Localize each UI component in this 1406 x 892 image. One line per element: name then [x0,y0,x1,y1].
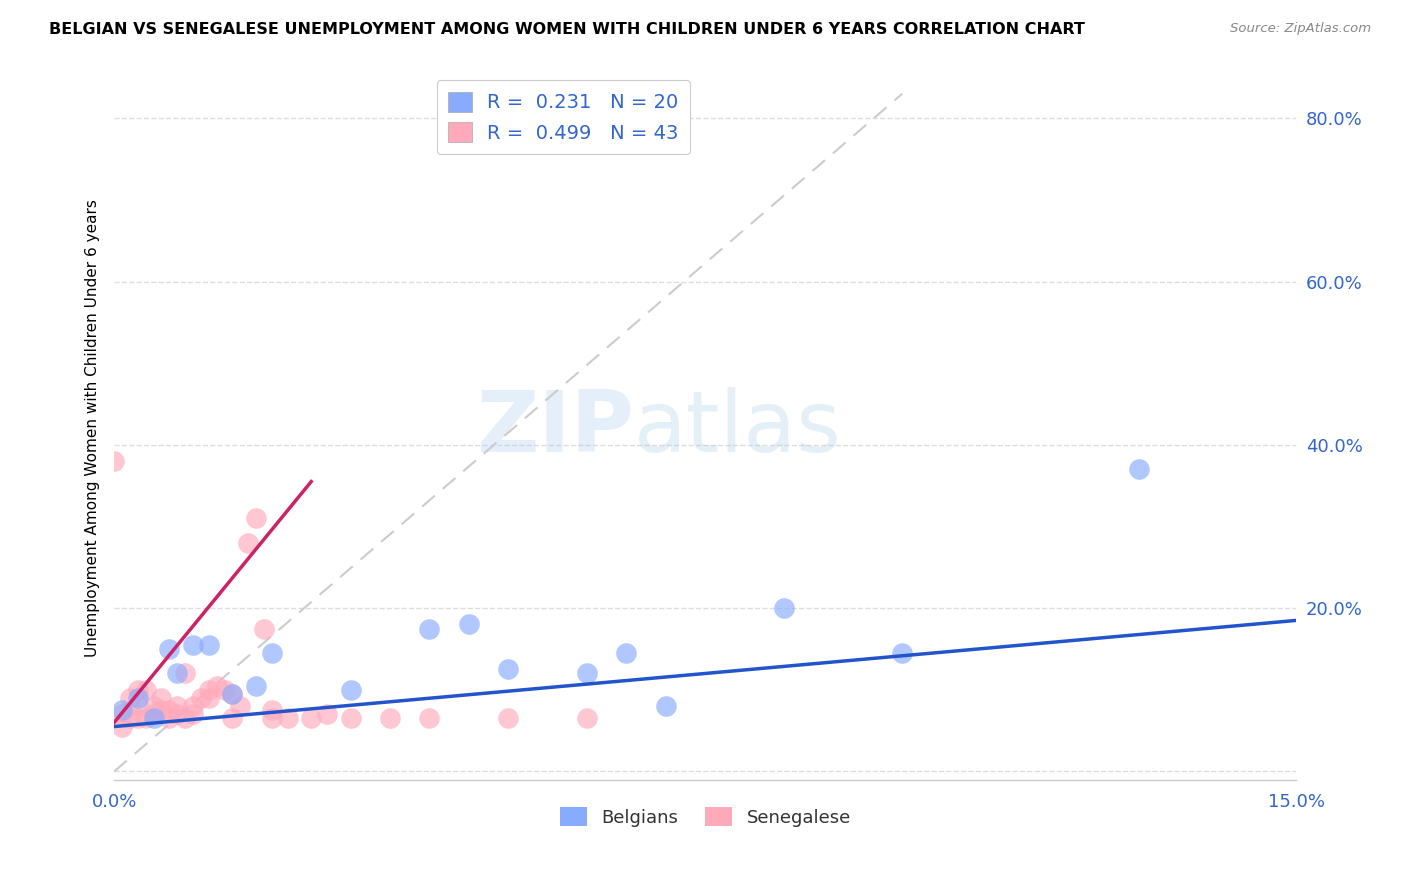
Point [174,666,197,681]
Point [245,679,267,693]
Point [157,642,180,657]
Point [339,682,361,697]
Point [157,711,180,725]
Point [142,699,165,714]
Point [299,711,322,725]
Point [616,646,638,660]
Point [111,720,134,734]
Point [238,536,260,550]
Point [378,711,401,725]
Point [135,711,157,725]
Point [496,711,519,725]
Text: BELGIAN VS SENEGALESE UNEMPLOYMENT AMONG WOMEN WITH CHILDREN UNDER 6 YEARS CORRE: BELGIAN VS SENEGALESE UNEMPLOYMENT AMONG… [49,22,1085,37]
Point [245,511,267,525]
Point [174,711,197,725]
Point [127,699,149,714]
Point [339,711,361,725]
Point [157,703,180,717]
Point [118,690,141,705]
Point [197,690,219,705]
Point [150,690,173,705]
Point [260,703,283,717]
Point [316,707,339,722]
Point [260,646,283,660]
Point [127,682,149,697]
Point [457,617,479,632]
Point [111,703,134,717]
Point [181,638,204,652]
Point [103,454,125,468]
Point [166,707,188,722]
Point [118,711,141,725]
Point [127,711,149,725]
Point [142,707,165,722]
Point [253,622,276,636]
Point [127,690,149,705]
Point [111,707,134,722]
Point [197,682,219,697]
Point [229,699,252,714]
Point [891,646,914,660]
Point [221,687,243,701]
Point [150,703,173,717]
Point [142,711,165,725]
Point [221,687,243,701]
Point [135,682,157,697]
Legend: Belgians, Senegalese: Belgians, Senegalese [553,799,858,834]
Text: Source: ZipAtlas.com: Source: ZipAtlas.com [1230,22,1371,36]
Point [214,682,236,697]
Point [576,666,599,681]
Point [773,601,796,615]
Point [166,666,188,681]
Y-axis label: Unemployment Among Women with Children Under 6 years: Unemployment Among Women with Children U… [86,200,100,657]
Text: ZIP: ZIP [477,387,634,470]
Point [205,679,228,693]
Point [277,711,299,725]
Point [181,699,204,714]
Point [197,638,219,652]
Point [418,622,440,636]
Point [221,711,243,725]
Point [181,707,204,722]
Point [655,699,678,714]
Point [576,711,599,725]
Point [418,711,440,725]
Point [496,662,519,676]
Point [260,711,283,725]
Point [190,690,212,705]
Point [166,699,188,714]
Text: atlas: atlas [634,387,842,470]
Point [1128,462,1150,476]
